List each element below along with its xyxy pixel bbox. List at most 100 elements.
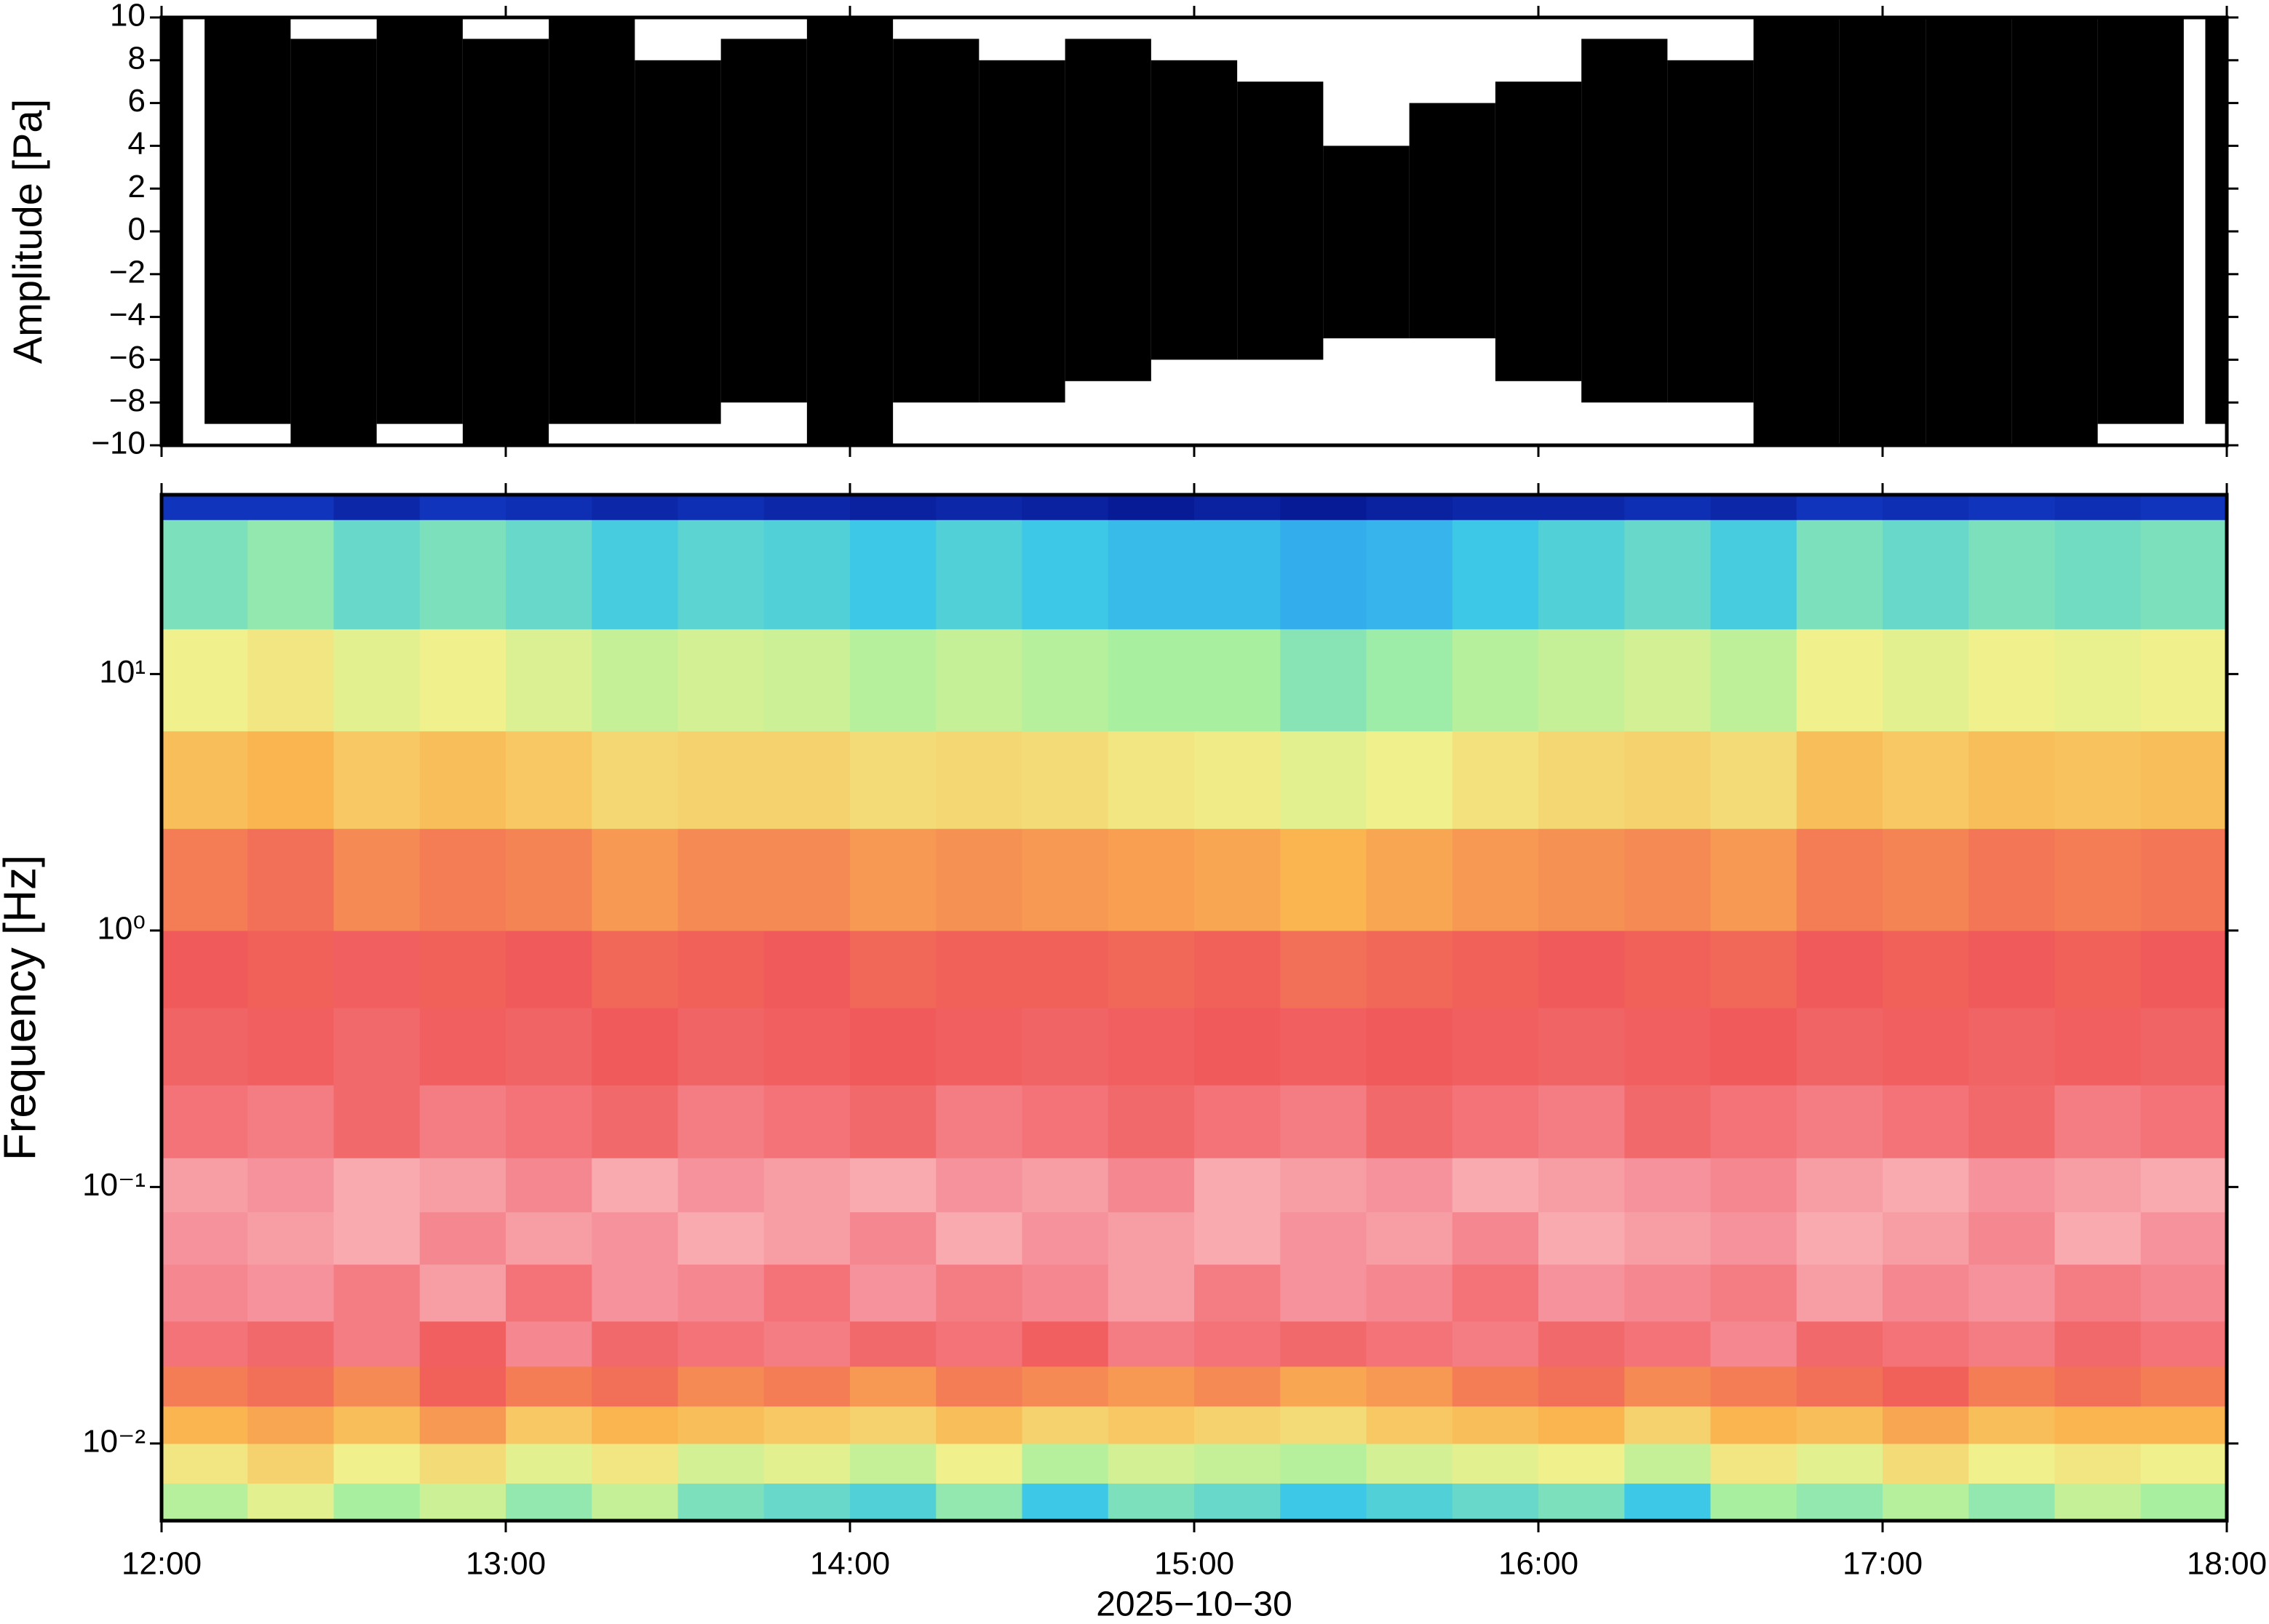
heatmap-cell bbox=[1108, 1085, 1195, 1158]
y-axis-label: Frequency [Hz] bbox=[0, 855, 45, 1161]
heatmap-cell bbox=[1968, 930, 2056, 1008]
x-tick-label: 16:00 bbox=[1498, 1546, 1578, 1582]
heatmap-cell bbox=[1022, 1008, 1109, 1086]
waveform-envelope bbox=[1409, 103, 1495, 338]
waveform-envelope bbox=[979, 60, 1065, 403]
heatmap-cell bbox=[1280, 1443, 1367, 1484]
heatmap-cell bbox=[1710, 1085, 1797, 1158]
heatmap-cell bbox=[1796, 1406, 1883, 1444]
heatmap-cell bbox=[2054, 520, 2142, 629]
heatmap-cell bbox=[1194, 1483, 1281, 1521]
heatmap-cell bbox=[1452, 1443, 1539, 1484]
heatmap-cell bbox=[1108, 1008, 1195, 1086]
heatmap-cell bbox=[1194, 629, 1281, 732]
y-tick-label: 6 bbox=[128, 83, 146, 119]
heatmap-cell bbox=[763, 828, 851, 931]
waveform-envelope bbox=[2205, 17, 2227, 424]
heatmap-cell bbox=[1366, 731, 1453, 829]
heatmap-cell bbox=[1796, 1211, 1883, 1265]
heatmap-cell bbox=[1538, 1406, 1625, 1444]
y-tick-label: 10 bbox=[110, 0, 146, 33]
heatmap-cell bbox=[592, 520, 679, 629]
heatmap-cell bbox=[763, 520, 851, 629]
heatmap-cell bbox=[1538, 731, 1625, 829]
heatmap-cell bbox=[1022, 520, 1109, 629]
heatmap-cell bbox=[1538, 1321, 1625, 1367]
heatmap-cell bbox=[1366, 1321, 1453, 1367]
heatmap-cell bbox=[1108, 1158, 1195, 1213]
heatmap-cell bbox=[1022, 1366, 1109, 1406]
heatmap-cell bbox=[1452, 1211, 1539, 1265]
heatmap-cell bbox=[506, 495, 592, 520]
heatmap-cell bbox=[1624, 1406, 1712, 1444]
heatmap-cell bbox=[333, 629, 421, 732]
heatmap-cell bbox=[1194, 495, 1281, 520]
heatmap-cell bbox=[1968, 1008, 2056, 1086]
heatmap-cell bbox=[1624, 930, 1712, 1008]
heatmap-cell bbox=[850, 1483, 937, 1521]
heatmap-cell bbox=[850, 1406, 937, 1444]
heatmap-cell bbox=[1280, 828, 1367, 931]
heatmap-cell bbox=[2140, 629, 2228, 732]
heatmap-cell bbox=[333, 1443, 421, 1484]
heatmap-cell bbox=[677, 1443, 765, 1484]
heatmap-cell bbox=[1452, 1008, 1539, 1086]
heatmap-cell bbox=[1194, 1443, 1281, 1484]
heatmap-cell bbox=[1968, 828, 2056, 931]
heatmap-cell bbox=[1280, 1264, 1367, 1322]
heatmap-cell bbox=[763, 1211, 851, 1265]
heatmap-cell bbox=[506, 1264, 592, 1322]
heatmap-cell bbox=[419, 495, 506, 520]
heatmap-cell bbox=[1538, 1211, 1625, 1265]
heatmap-cell bbox=[1108, 1366, 1195, 1406]
heatmap-cell bbox=[506, 828, 592, 931]
heatmap-cell bbox=[247, 1321, 335, 1367]
heatmap-cell bbox=[1280, 731, 1367, 829]
plot-area bbox=[162, 17, 2228, 1521]
heatmap-cell bbox=[333, 1321, 421, 1367]
heatmap-cell bbox=[2140, 1264, 2228, 1322]
heatmap-cell bbox=[850, 1158, 937, 1213]
heatmap-cell bbox=[1710, 1264, 1797, 1322]
heatmap-cell bbox=[936, 1158, 1023, 1213]
heatmap-cell bbox=[850, 1443, 937, 1484]
heatmap-cell bbox=[2054, 930, 2142, 1008]
heatmap-cell bbox=[1366, 1406, 1453, 1444]
x-axis-label: 2025−10−30 bbox=[1096, 1585, 1292, 1624]
y-tick-label: −4 bbox=[109, 297, 146, 333]
heatmap-cell bbox=[2054, 495, 2142, 520]
heatmap-cell bbox=[1452, 495, 1539, 520]
heatmap-cell bbox=[162, 1264, 248, 1322]
heatmap-cell bbox=[936, 1443, 1023, 1484]
heatmap-cell bbox=[419, 629, 506, 732]
heatmap-cell bbox=[247, 629, 335, 732]
heatmap-cell bbox=[936, 629, 1023, 732]
heatmap-cell bbox=[333, 495, 421, 520]
heatmap-cell bbox=[333, 1406, 421, 1444]
heatmap-cell bbox=[1883, 1321, 1969, 1367]
heatmap-cell bbox=[1280, 1211, 1367, 1265]
heatmap-cell bbox=[1194, 1211, 1281, 1265]
heatmap-cell bbox=[419, 1443, 506, 1484]
heatmap-cell bbox=[1108, 828, 1195, 931]
heatmap-cell bbox=[247, 1483, 335, 1521]
heatmap-cell bbox=[763, 1366, 851, 1406]
heatmap-cell bbox=[2140, 1483, 2228, 1521]
heatmap-cell bbox=[1538, 495, 1625, 520]
heatmap-cell bbox=[1883, 1483, 1969, 1521]
heatmap-cell bbox=[247, 1158, 335, 1213]
heatmap-cell bbox=[333, 1264, 421, 1322]
heatmap-cell bbox=[1366, 629, 1453, 732]
heatmap-cell bbox=[1452, 1483, 1539, 1521]
heatmap-cell bbox=[1968, 1211, 2056, 1265]
waveform-envelope bbox=[806, 17, 894, 445]
heatmap-cell bbox=[1452, 1264, 1539, 1322]
heatmap-cell bbox=[1710, 1443, 1797, 1484]
heatmap-cell bbox=[677, 629, 765, 732]
heatmap-cell bbox=[1366, 1366, 1453, 1406]
heatmap-cell bbox=[1796, 731, 1883, 829]
heatmap-cell bbox=[1194, 1158, 1281, 1213]
heatmap-cell bbox=[2140, 828, 2228, 931]
heatmap-cell bbox=[850, 731, 937, 829]
y-tick-label: −10 bbox=[91, 426, 146, 461]
